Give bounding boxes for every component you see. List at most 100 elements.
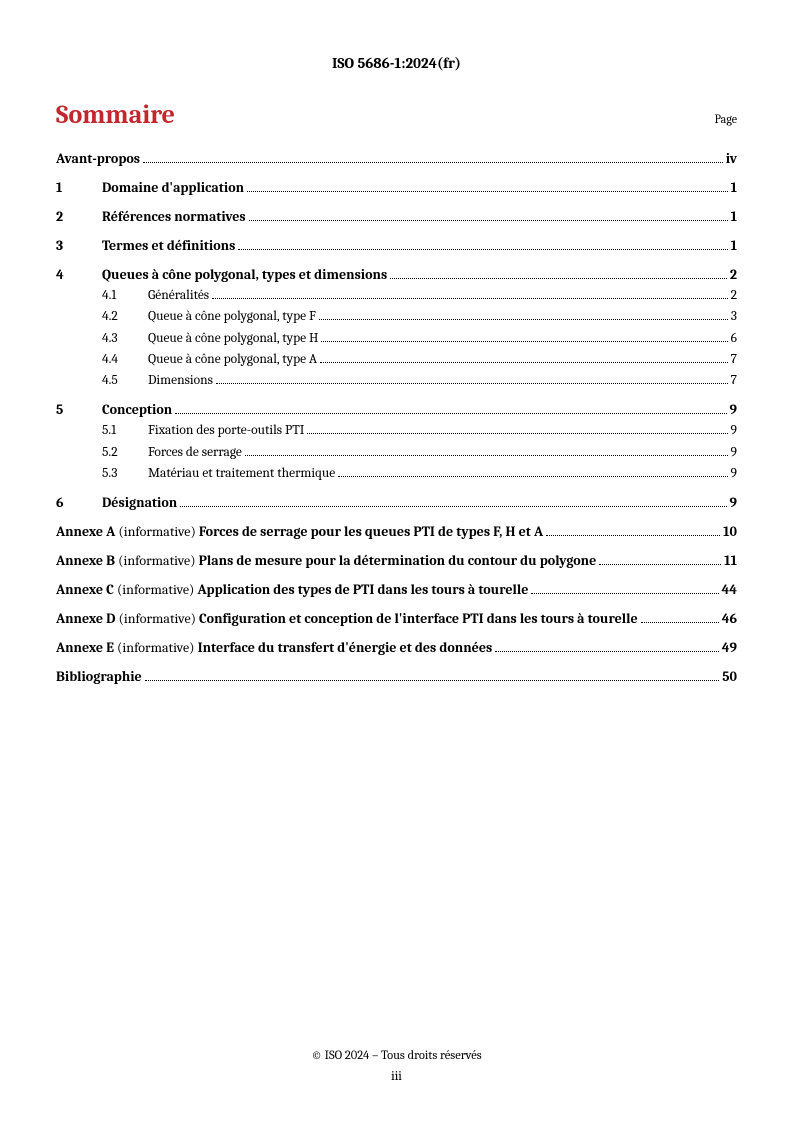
- leader-dots: [145, 680, 720, 681]
- entry-text: Termes et définitions: [102, 235, 235, 256]
- entry-text: Avant-propos: [56, 148, 140, 169]
- entry-text: Queue à cône polygonal, type H: [148, 329, 318, 349]
- leader-dots: [247, 191, 728, 192]
- toc-entry: Annexe D (informative) Configuration et …: [56, 608, 737, 629]
- leader-dots: [495, 651, 719, 652]
- annex-title: Application des types de PTI dans les to…: [197, 581, 528, 598]
- leader-dots: [175, 413, 726, 414]
- leader-dots: [321, 341, 727, 342]
- entry-text: Queues à cône polygonal, types et dimens…: [102, 264, 387, 285]
- annex-label: Annexe A: [56, 523, 118, 540]
- entry-text: Annexe A (informative) Forces de serrage…: [56, 521, 543, 542]
- leader-dots: [212, 298, 728, 299]
- toc-entry: Avant-propos iv: [56, 148, 737, 169]
- annex-title: Forces de serrage pour les queues PTI de…: [199, 523, 543, 540]
- entry-sub-number: 4.3: [102, 329, 148, 349]
- entry-page: 7: [731, 350, 737, 370]
- toc-entry: 6Désignation9: [56, 492, 737, 513]
- page-footer: © ISO 2024 – Tous droits réservés iii: [0, 1049, 793, 1084]
- leader-dots: [338, 476, 727, 477]
- annex-note: (informative): [118, 523, 199, 540]
- leader-dots: [143, 162, 723, 163]
- entry-page: 44: [722, 579, 737, 600]
- leader-dots: [599, 564, 721, 565]
- toc-entry: 5.2Forces de serrage 9: [56, 443, 737, 463]
- entry-page: iv: [726, 148, 737, 169]
- leader-dots: [390, 278, 727, 279]
- leader-dots: [245, 455, 728, 456]
- entry-text: Références normatives: [102, 206, 246, 227]
- entry-sub-number: 4.1: [102, 286, 148, 306]
- toc-entry: 4.1Généralités 2: [56, 286, 737, 306]
- leader-dots: [319, 319, 728, 320]
- entry-page: 2: [730, 264, 737, 285]
- leader-dots: [180, 506, 726, 507]
- entry-sub-number: 4.5: [102, 371, 148, 391]
- entry-page: 1: [731, 177, 737, 198]
- toc-entry: 5.1Fixation des porte-outils PTI 9: [56, 421, 737, 441]
- entry-sub-number: 5.3: [102, 464, 148, 484]
- toc-entry: 5.3Matériau et traitement thermique 9: [56, 464, 737, 484]
- toc-entry: Annexe E (informative) Interface du tran…: [56, 637, 737, 658]
- toc-entry: 1Domaine d'application1: [56, 177, 737, 198]
- annex-title: Plans de mesure pour la détermination du…: [199, 552, 597, 569]
- annex-label: Annexe B: [56, 552, 118, 569]
- entry-text: Désignation: [102, 492, 177, 513]
- toc-entry: Bibliographie 50: [56, 666, 737, 687]
- entry-page: 3: [731, 307, 737, 327]
- toc-entry: 4.2Queue à cône polygonal, type F3: [56, 307, 737, 327]
- entry-text: Généralités: [148, 286, 209, 306]
- entry-page: 1: [731, 206, 737, 227]
- leader-dots: [238, 249, 727, 250]
- entry-text: Forces de serrage: [148, 443, 242, 463]
- entry-text: Queue à cône polygonal, type A: [148, 350, 317, 370]
- entry-text: Annexe C (informative) Application des t…: [56, 579, 528, 600]
- annex-label: Annexe D: [56, 610, 119, 627]
- entry-text: Annexe E (informative) Interface du tran…: [56, 637, 492, 658]
- entry-sub-number: 5.1: [102, 421, 148, 441]
- title-row: Sommaire Page: [56, 100, 737, 130]
- entry-page: 9: [731, 443, 737, 463]
- entry-number: 5: [56, 399, 102, 420]
- entry-page: 9: [731, 421, 737, 441]
- toc-title: Sommaire: [56, 100, 175, 130]
- annex-title: Interface du transfert d'énergie et des …: [198, 639, 493, 656]
- annex-title: Configuration et conception de l'interfa…: [199, 610, 638, 627]
- table-of-contents: Avant-propos iv 1Domaine d'application1 2 Ré…: [56, 148, 737, 687]
- entry-page: 11: [724, 550, 737, 571]
- entry-text: Conception: [102, 399, 172, 420]
- annex-note: (informative): [119, 610, 200, 627]
- toc-entry: 3Termes et définitions 1: [56, 235, 737, 256]
- doc-header: ISO 5686-1:2024(fr): [56, 54, 737, 72]
- toc-entry: Annexe A (informative) Forces de serrage…: [56, 521, 737, 542]
- entry-page: 10: [723, 521, 737, 542]
- leader-dots: [641, 622, 719, 623]
- entry-sub-number: 5.2: [102, 443, 148, 463]
- entry-page: 49: [722, 637, 737, 658]
- entry-page: 7: [731, 371, 737, 391]
- toc-entry: 4.3Queue à cône polygonal, type H6: [56, 329, 737, 349]
- leader-dots: [249, 220, 728, 221]
- toc-entry: 2Références normatives1: [56, 206, 737, 227]
- leader-dots: [320, 362, 728, 363]
- entry-text: Bibliographie: [56, 666, 142, 687]
- entry-text: Queue à cône polygonal, type F: [148, 307, 316, 327]
- entry-text: Fixation des porte-outils PTI: [148, 421, 304, 441]
- entry-page: 50: [722, 666, 737, 687]
- entry-page: 9: [730, 399, 737, 420]
- page-column-label: Page: [715, 112, 737, 126]
- entry-page: 2: [731, 286, 737, 306]
- entry-page: 9: [730, 492, 737, 513]
- entry-page: 1: [731, 235, 737, 256]
- entry-text: Matériau et traitement thermique: [148, 464, 335, 484]
- entry-text: Dimensions: [148, 371, 213, 391]
- annex-note: (informative): [118, 552, 199, 569]
- entry-number: 3: [56, 235, 102, 256]
- leader-dots: [531, 593, 718, 594]
- entry-text: Annexe B (informative) Plans de mesure p…: [56, 550, 596, 571]
- entry-page: 9: [731, 464, 737, 484]
- copyright-text: © ISO 2024 – Tous droits réservés: [0, 1049, 793, 1063]
- leader-dots: [546, 535, 720, 536]
- annex-label: Annexe C: [56, 581, 117, 598]
- entry-text: Annexe D (informative) Configuration et …: [56, 608, 638, 629]
